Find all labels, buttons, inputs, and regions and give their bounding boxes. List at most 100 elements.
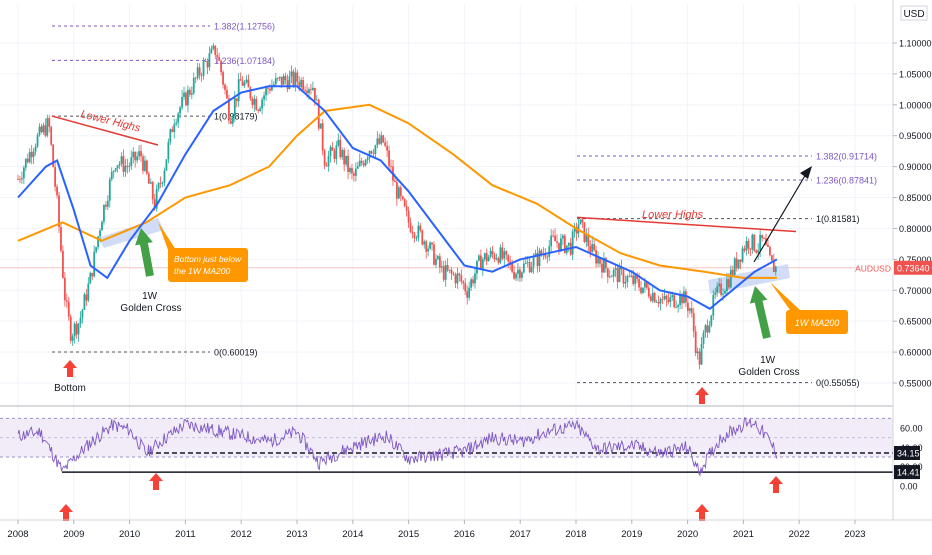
moving-averages: [17, 85, 778, 311]
candle-body: [188, 89, 191, 95]
candle-body: [151, 182, 154, 200]
candle-body: [19, 179, 21, 180]
candle-body: [753, 234, 756, 251]
candle-body: [345, 155, 348, 165]
candle-body: [147, 173, 150, 184]
candle-body: [124, 165, 127, 172]
candle-body: [298, 81, 301, 88]
candle-body: [597, 258, 599, 264]
candle-body: [343, 150, 346, 165]
candle-body: [724, 291, 726, 294]
candle-body: [645, 282, 648, 288]
candle-body: [81, 309, 84, 318]
time-tick-label: 2012: [231, 529, 252, 540]
candle-body: [65, 300, 68, 302]
candle-body: [185, 92, 187, 106]
candle-body: [290, 71, 293, 77]
candle-body: [362, 163, 365, 166]
candle-body: [690, 308, 693, 313]
candle-body: [665, 295, 668, 300]
candle-body: [175, 122, 178, 125]
candle-body: [356, 166, 359, 169]
candle-body: [331, 147, 334, 151]
candle-body: [761, 234, 763, 239]
candle-body: [755, 250, 758, 253]
price-tick-label: 0.60000: [899, 348, 932, 358]
candle-body: [671, 295, 674, 298]
candle-body: [278, 76, 281, 79]
last-price-label: 0.73640: [897, 263, 930, 273]
candle-body: [99, 230, 101, 237]
candle-body: [683, 291, 685, 304]
time-tick-label: 2013: [286, 529, 307, 540]
candle-body: [145, 160, 148, 174]
candle-body: [458, 273, 461, 276]
candle-body: [679, 294, 681, 306]
candle-body: [589, 246, 592, 253]
highlight-zone-left: [98, 218, 164, 248]
candle-body: [532, 256, 535, 267]
candle-body: [415, 237, 418, 239]
candle-body: [509, 261, 512, 264]
time-tick-label: 2019: [621, 529, 642, 540]
candle-body: [235, 98, 238, 102]
candle-body: [638, 279, 640, 288]
candle-body: [714, 292, 717, 295]
candle-body: [610, 276, 613, 278]
bottom-note-text: Bottom just below the 1W MA200: [174, 254, 243, 276]
candle-body: [214, 45, 217, 56]
candle-body: [618, 266, 621, 283]
candle-body: [364, 160, 367, 166]
candle-body: [642, 287, 644, 293]
candle-body: [759, 234, 762, 251]
candle-body: [155, 188, 158, 209]
candle-body: [317, 99, 320, 129]
candle-body: [62, 250, 64, 278]
candle-body: [306, 90, 308, 94]
candle-body: [739, 259, 742, 262]
candle-body: [407, 210, 410, 223]
candle-body: [384, 142, 387, 146]
axes: 1.10000 1.05000 1.00000 0.95000 0.90000 0.850…: [0, 0, 932, 540]
candle-body: [198, 67, 201, 76]
candle-body: [706, 325, 709, 333]
candle-body: [757, 250, 760, 253]
candle-body: [140, 151, 142, 157]
candle-body: [585, 233, 588, 242]
candle-body: [120, 156, 123, 164]
rsi-panel: [0, 417, 893, 477]
price-tick-label: 0.95000: [899, 131, 932, 141]
candle-body: [196, 67, 199, 78]
candle-body: [444, 265, 447, 280]
time-tick-label: 2018: [565, 529, 586, 540]
candle-body: [128, 165, 131, 167]
candle-body: [187, 89, 189, 106]
candle-body: [48, 118, 51, 127]
candle-body: [360, 160, 363, 164]
candle-body: [118, 163, 121, 166]
candle-body: [177, 113, 180, 123]
fib-left-label: 0(0.60019): [214, 347, 258, 357]
candle-body: [601, 263, 603, 273]
candle-body: [433, 244, 435, 265]
candle-body: [696, 351, 699, 354]
candle-body: [335, 145, 338, 159]
candle-body: [40, 126, 43, 133]
price-tick-label: 0.75000: [899, 255, 932, 265]
candle-body: [397, 187, 400, 199]
lower-highs-left-line: [51, 115, 159, 146]
candle-body: [614, 268, 617, 270]
candle-body: [181, 97, 183, 108]
candle-body: [173, 124, 176, 133]
candle-body: [341, 150, 344, 158]
candle-body: [110, 172, 113, 180]
candle-body: [351, 167, 353, 174]
candle-body: [190, 93, 193, 95]
candle-body: [130, 157, 133, 166]
candle-body: [567, 242, 570, 246]
candle-body: [546, 256, 549, 258]
candle-body: [24, 158, 27, 168]
candle-body: [522, 263, 525, 273]
ma200-callout-box: [786, 310, 848, 334]
candle-body: [493, 254, 496, 260]
